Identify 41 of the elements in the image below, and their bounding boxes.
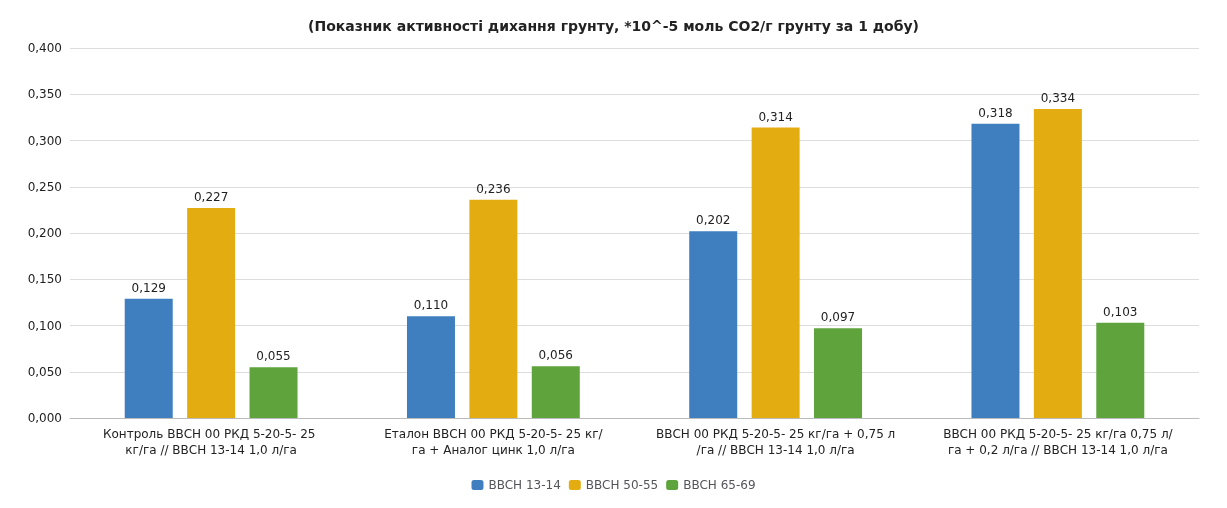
- data-label: 0,236: [476, 181, 511, 196]
- x-tick-label: Еталон ВВСН 00 РКД 5-20-5- 25 кг/га + Аналог цинк 1,0 л/га: [384, 427, 604, 457]
- bar: [689, 231, 738, 418]
- y-tick-label: 0,350: [27, 87, 62, 102]
- y-tick-label: 0,200: [27, 226, 62, 240]
- bar: [531, 366, 580, 418]
- bar: [249, 367, 298, 418]
- data-label: 0,227: [193, 190, 229, 205]
- bar: [1096, 322, 1145, 418]
- data-label: 0,129: [131, 280, 166, 295]
- data-label: 0,097: [820, 310, 856, 325]
- bar: [751, 127, 800, 418]
- bar: [124, 298, 173, 418]
- y-tick-label: 0,100: [27, 318, 62, 333]
- data-label: 0,314: [758, 109, 793, 124]
- y-tick-label: 0,300: [27, 133, 62, 148]
- data-label: 0,202: [696, 213, 731, 228]
- y-tick-label: 0,250: [27, 179, 62, 194]
- legend-label: BBCH 65-69: [683, 478, 756, 492]
- data-label: 0,103: [1103, 304, 1138, 319]
- y-tick-label: 0,000: [27, 411, 62, 425]
- y-tick-label: 0,050: [27, 364, 62, 379]
- bar: [1033, 109, 1082, 418]
- data-label: 0,056: [538, 348, 573, 363]
- bar: [406, 316, 455, 418]
- x-tick-label: ВВСН 00 РКД 5-20-5- 25 кг/га + 0,75 л/га // ВВСН 13-14 1,0 л/га: [655, 427, 896, 457]
- y-tick-label: 0,400: [27, 41, 62, 55]
- bar: [187, 208, 236, 418]
- legend-label: BBCH 50-55: [585, 478, 659, 492]
- x-tick-label: ВВСН 00 РКД 5-20-5- 25 кг/га 0,75 л/га + 0,2 л/га // ВВСН 13-14 1,0 л/га: [943, 427, 1174, 457]
- data-label: 0,055: [256, 349, 291, 364]
- data-label: 0,110: [413, 298, 449, 313]
- legend-label: BBCH 13-14: [488, 478, 561, 492]
- y-tick-label: 0,150: [27, 272, 62, 287]
- chart-title: (Показник активності дихання грунту, *10^-5 моль СО2/г грунту за 1 добу): [308, 18, 919, 34]
- bar: [469, 199, 518, 418]
- data-label: 0,318: [978, 105, 1013, 120]
- bar: [814, 328, 863, 418]
- bar: [971, 123, 1020, 418]
- x-tick-label: Контроль ВВСН 00 РКД 5-20-5- 25 кг/га // ВВСН 13-14 1,0 л/га: [102, 427, 320, 457]
- data-label: 0,334: [1040, 91, 1076, 106]
